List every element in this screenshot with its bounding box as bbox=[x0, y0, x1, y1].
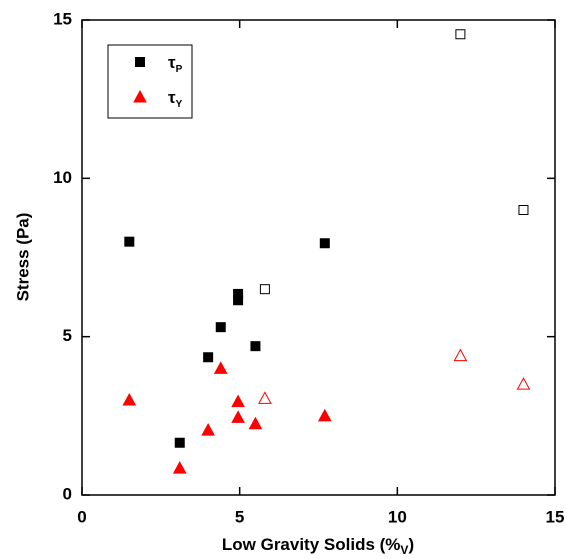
legend-label-main: τ bbox=[168, 53, 176, 72]
point bbox=[248, 416, 263, 430]
x-tick-label: 5 bbox=[235, 507, 244, 526]
point bbox=[453, 348, 468, 362]
point bbox=[215, 322, 226, 333]
point bbox=[233, 295, 244, 306]
x-tick-label: 15 bbox=[546, 507, 565, 526]
x-tick-label: 10 bbox=[388, 507, 407, 526]
y-tick-label: 10 bbox=[53, 168, 72, 187]
point bbox=[174, 437, 185, 448]
point bbox=[203, 352, 214, 363]
point bbox=[213, 361, 228, 374]
point bbox=[122, 392, 137, 406]
point bbox=[231, 394, 245, 408]
y-tick-label: 5 bbox=[63, 326, 72, 345]
legend-box bbox=[107, 44, 193, 119]
y-axis-title: Stress (Pa) bbox=[13, 213, 32, 302]
legend-label: τY bbox=[168, 88, 183, 109]
point bbox=[455, 29, 466, 40]
y-tick-label: 0 bbox=[63, 484, 72, 503]
point bbox=[231, 410, 245, 423]
point bbox=[250, 341, 261, 352]
legend-label-main: τ bbox=[168, 88, 176, 107]
legend-label-sub: P bbox=[176, 64, 183, 75]
plot-frame bbox=[81, 19, 556, 496]
point bbox=[259, 284, 270, 295]
point bbox=[319, 238, 330, 249]
point bbox=[317, 408, 332, 422]
point bbox=[124, 236, 135, 247]
point bbox=[172, 461, 187, 474]
legend-marker bbox=[135, 57, 145, 67]
legend-label: τP bbox=[168, 53, 183, 74]
x-axis-title-sub: V bbox=[400, 543, 408, 557]
x-axis-title: Low Gravity Solids (%V) bbox=[222, 535, 414, 557]
point bbox=[516, 377, 531, 390]
x-tick-label: 0 bbox=[77, 507, 86, 526]
point bbox=[518, 205, 529, 215]
point bbox=[201, 423, 215, 436]
y-tick-label: 15 bbox=[53, 9, 72, 28]
x-axis-title-end: ) bbox=[408, 535, 414, 554]
point bbox=[258, 391, 272, 404]
legend-marker bbox=[133, 89, 147, 103]
legend-label-sub: Y bbox=[176, 99, 183, 110]
x-axis-title-main: Low Gravity Solids (% bbox=[222, 535, 401, 554]
